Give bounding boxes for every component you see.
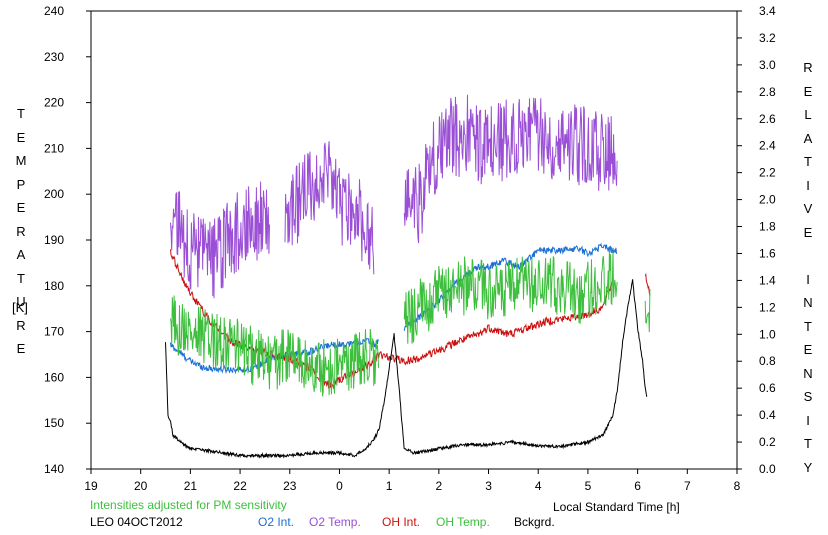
ytick-left-label-160: 160: [44, 370, 64, 384]
xtick-label-2: 2: [436, 479, 443, 493]
ytick-right-label-3.4: 3.4: [759, 4, 776, 18]
ytick-right-label-2.0: 2.0: [759, 193, 776, 207]
ytick-right-label-1.2: 1.2: [759, 300, 776, 314]
legend-oh-temp: OH Temp.: [436, 515, 490, 529]
ytick-left-label-220: 220: [44, 96, 64, 110]
ytick-right-label-1.0: 1.0: [759, 327, 776, 341]
ytick-left-label-240: 240: [44, 4, 64, 18]
xtick-label-7: 7: [684, 479, 691, 493]
ytick-left-label-200: 200: [44, 187, 64, 201]
legend-o2-int: O2 Int.: [258, 515, 295, 529]
ytick-right-label-0.4: 0.4: [759, 408, 776, 422]
ytick-right-label-2.6: 2.6: [759, 112, 776, 126]
series-bckgrd-line-0: [165, 279, 648, 459]
annotation-pm-sensitivity: Intensities adjusted for PM sensitivity: [90, 498, 287, 512]
legend-oh-int: OH Int.: [382, 515, 421, 529]
ytick-right-label-2.2: 2.2: [759, 166, 776, 180]
ytick-right-label-2.4: 2.4: [759, 139, 776, 153]
ytick-left-label-180: 180: [44, 279, 64, 293]
xtick-label-23: 23: [283, 479, 297, 493]
ylabel-left-unit: [K]: [12, 300, 28, 315]
ytick-right-label-0.8: 0.8: [759, 354, 776, 368]
xtick-label-20: 20: [134, 479, 148, 493]
ytick-left-label-170: 170: [44, 325, 64, 339]
ytick-left-label-210: 210: [44, 141, 64, 155]
xtick-label-0: 0: [336, 479, 343, 493]
series-o2-temp-line-0: [170, 181, 270, 299]
xtick-label-4: 4: [535, 479, 542, 493]
series-o2-temp-line-2: [403, 94, 618, 244]
series-o2-int-line-1: [306, 338, 380, 357]
legend-bckgrd: Bckgrd.: [514, 515, 555, 529]
ytick-right-label-0.2: 0.2: [759, 435, 776, 449]
series-o2-temp-line-1: [284, 141, 375, 275]
xtick-label-3: 3: [485, 479, 492, 493]
ytick-right-label-3.0: 3.0: [759, 58, 776, 72]
xtick-label-6: 6: [634, 479, 641, 493]
xtick-label-21: 21: [184, 479, 198, 493]
series-oh-temp-line-0: [170, 295, 380, 397]
xtick-label-19: 19: [84, 479, 98, 493]
ytick-left-label-230: 230: [44, 50, 64, 64]
series-o2-int-line-2: [403, 242, 618, 331]
series-oh-int-line-1: [644, 272, 651, 296]
xtick-label-5: 5: [585, 479, 592, 493]
ytick-right-label-0.6: 0.6: [759, 381, 776, 395]
legend-o2-temp: O2 Temp.: [309, 515, 361, 529]
ytick-left-label-190: 190: [44, 233, 64, 247]
station-label: LEO 04OCT2012: [90, 515, 183, 529]
ytick-right-label-1.6: 1.6: [759, 246, 776, 260]
ytick-right-label-2.8: 2.8: [759, 85, 776, 99]
series-oh-temp-line-1: [403, 250, 618, 344]
xaxis-label: Local Standard Time [h]: [553, 500, 680, 514]
xtick-label-1: 1: [386, 479, 393, 493]
ytick-left-label-150: 150: [44, 416, 64, 430]
ytick-right-label-3.2: 3.2: [759, 31, 776, 45]
ytick-right-label-1.8: 1.8: [759, 220, 776, 234]
ytick-left-label-140: 140: [44, 462, 64, 476]
ytick-right-label-0.0: 0.0: [759, 462, 776, 476]
series-oh-temp-line-2: [644, 288, 651, 333]
xtick-label-22: 22: [233, 479, 247, 493]
xtick-label-8: 8: [734, 479, 741, 493]
ytick-right-label-1.4: 1.4: [759, 273, 776, 287]
